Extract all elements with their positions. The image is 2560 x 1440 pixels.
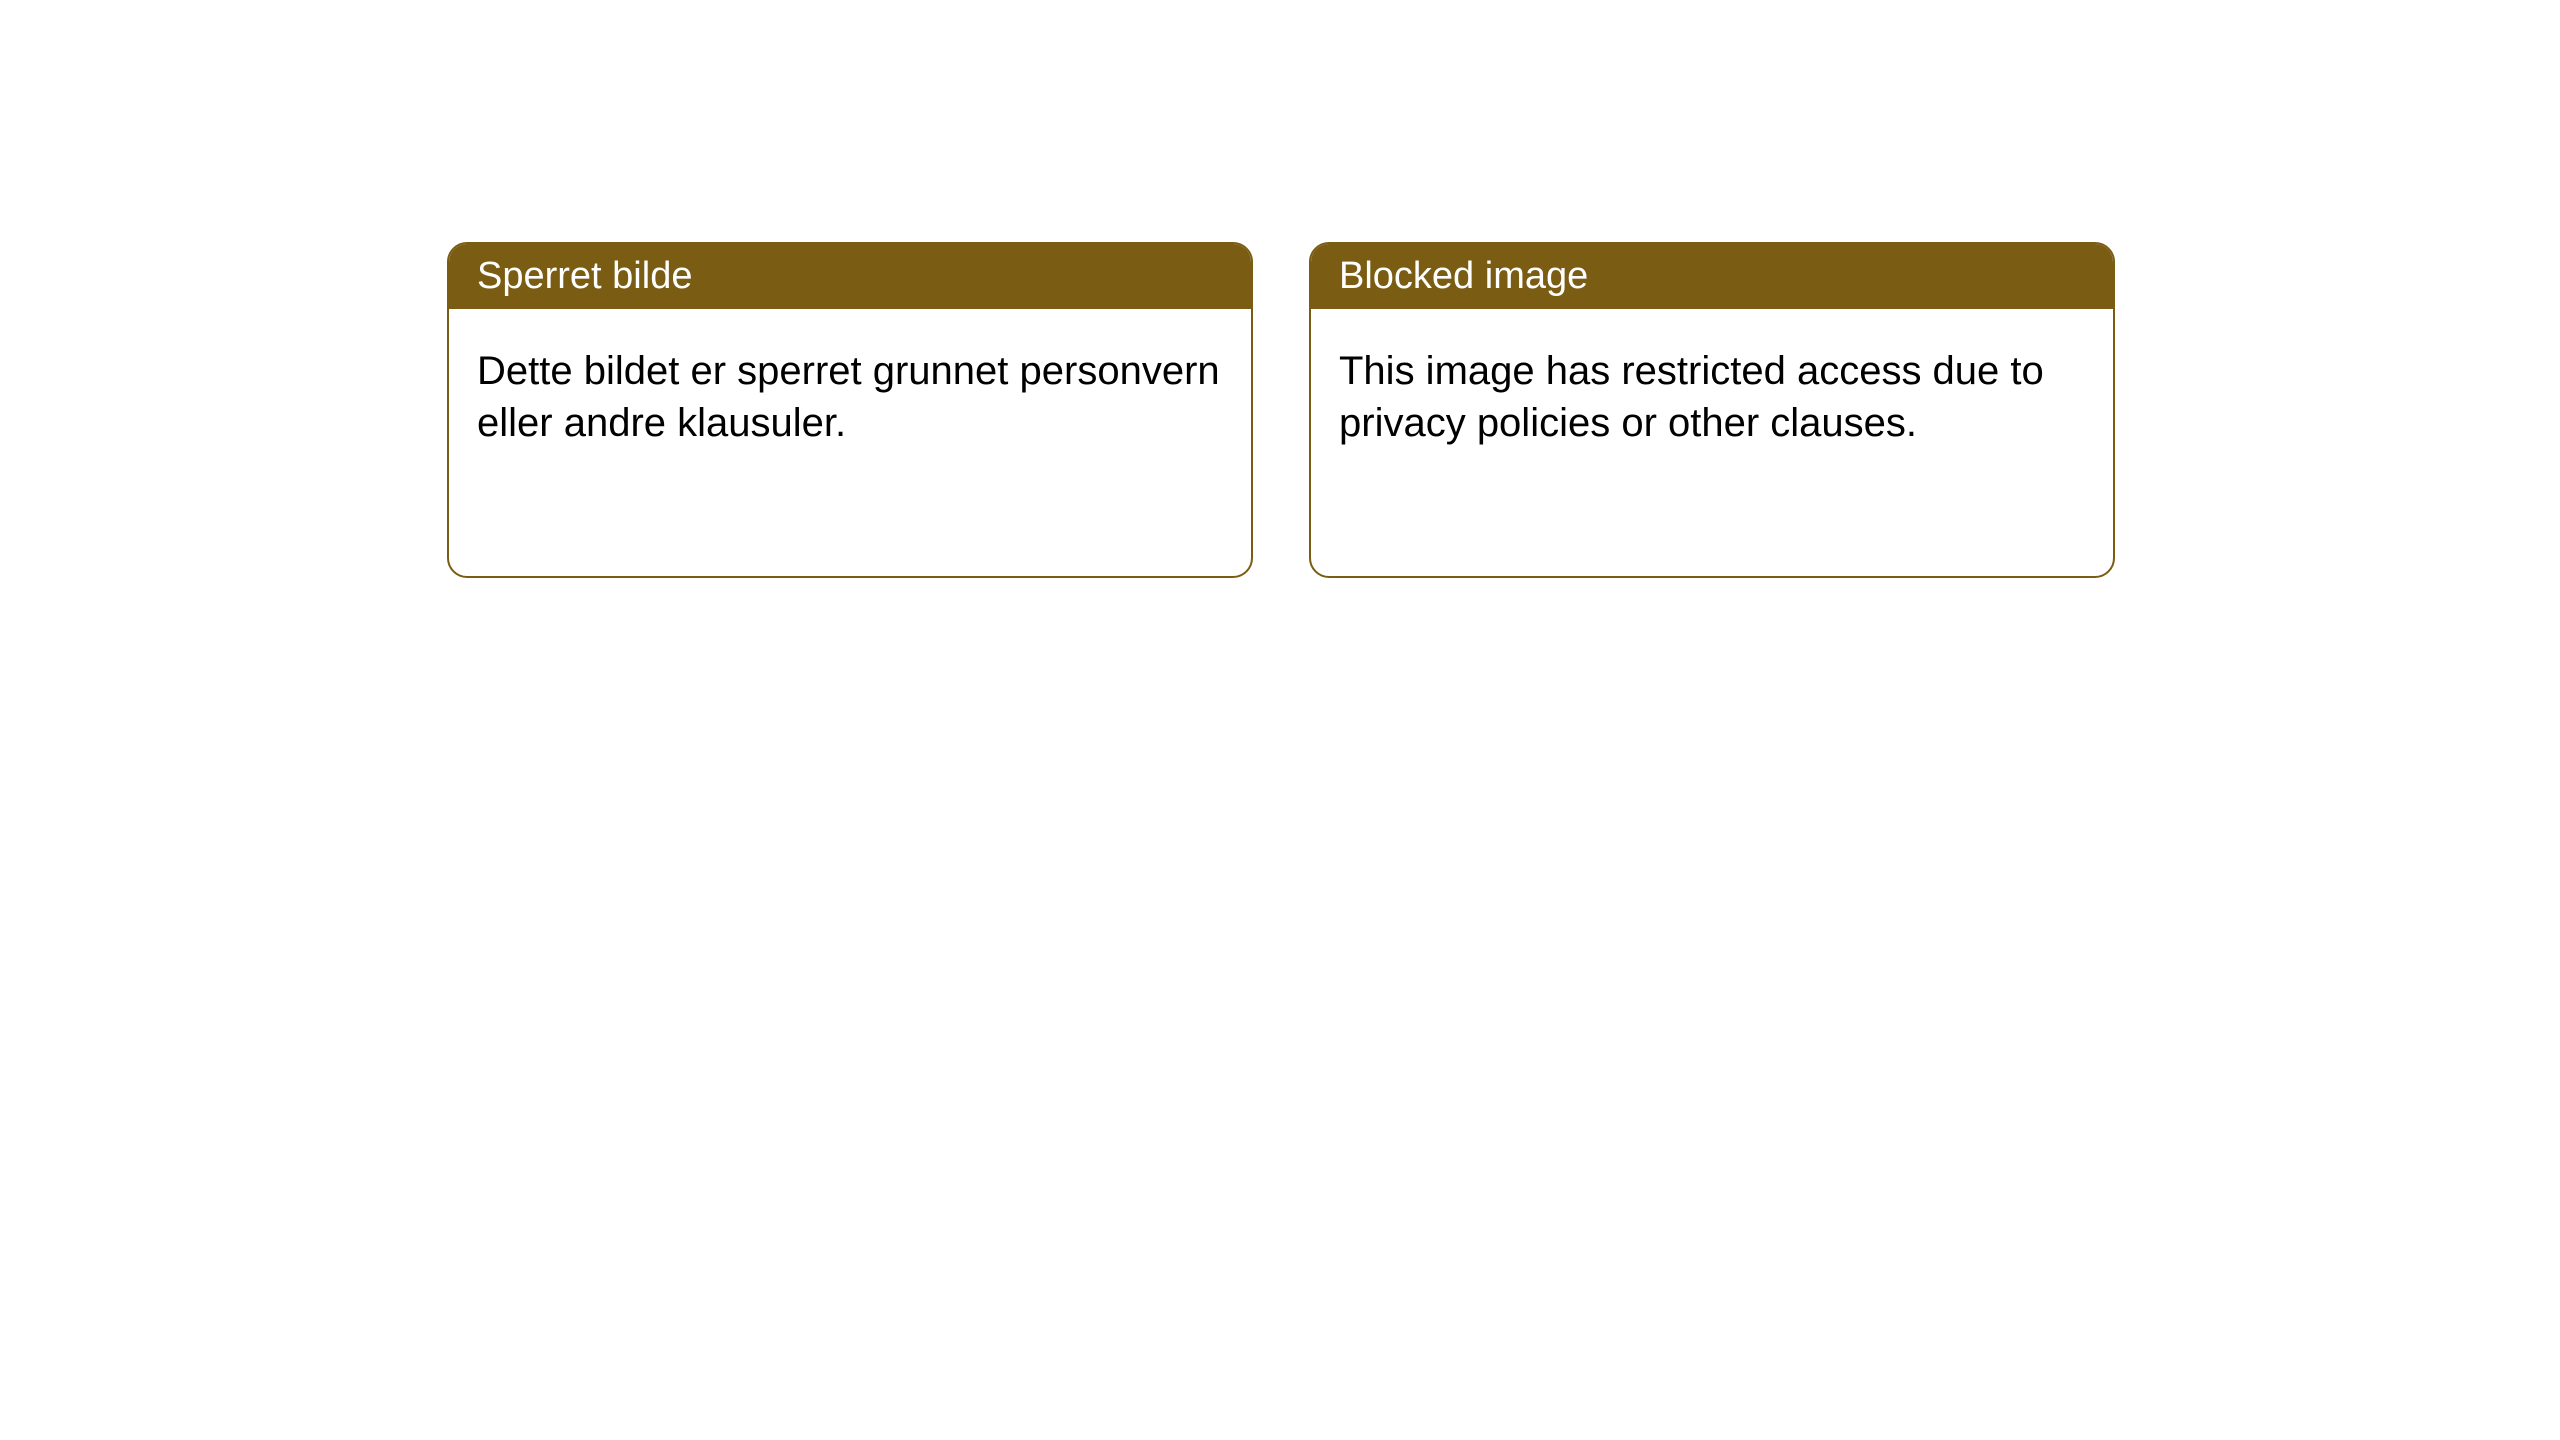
notice-card-english: Blocked image This image has restricted … (1309, 242, 2115, 578)
card-body-text: Dette bildet er sperret grunnet personve… (477, 349, 1220, 445)
card-title: Sperret bilde (477, 255, 692, 297)
card-body: This image has restricted access due to … (1311, 309, 2113, 485)
card-title: Blocked image (1339, 255, 1588, 297)
card-body: Dette bildet er sperret grunnet personve… (449, 309, 1251, 485)
card-header: Sperret bilde (449, 244, 1251, 309)
card-body-text: This image has restricted access due to … (1339, 349, 2044, 445)
notice-container: Sperret bilde Dette bildet er sperret gr… (447, 242, 2115, 578)
notice-card-norwegian: Sperret bilde Dette bildet er sperret gr… (447, 242, 1253, 578)
card-header: Blocked image (1311, 244, 2113, 309)
